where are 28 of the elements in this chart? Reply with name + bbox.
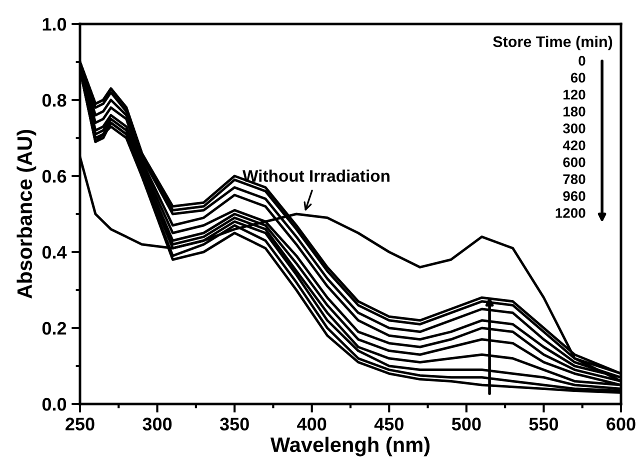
y-tick-label: 0.6 [42,170,66,183]
annotation: Without Irradiation [242,170,390,182]
x-tick-label: 350 [220,418,249,430]
x-tick-label: 500 [452,418,481,430]
y-tick-label: 0.8 [42,94,66,107]
annotation: 1200 [556,208,586,218]
annotation: 300 [562,124,586,134]
x-tick-label: 600 [606,418,636,430]
annotation: 600 [563,157,586,168]
annotation: Store Time (min) [493,36,612,50]
annotation: 0 [578,56,586,66]
y-tick-label: 0.0 [42,398,66,411]
annotation: 60 [570,72,586,83]
y-tick-label: 0.2 [42,322,66,335]
annotation: 780 [563,174,586,184]
x-tick-label: 550 [529,418,558,430]
annotation: 420 [562,140,586,150]
y-tick-label: 1.0 [42,18,66,31]
annotation: 120 [564,90,586,100]
x-tick-label: 400 [297,418,326,430]
x-tick-label: 300 [142,418,172,430]
annotation: 180 [564,106,586,116]
x-tick-label: 250 [66,418,94,430]
x-tick-label: 450 [374,418,404,430]
y-tick-label: 0.4 [42,246,67,259]
y-axis-title: Absorbance (AU) [16,130,36,299]
annotation: 960 [563,191,586,202]
x-axis-title: Wavelengh (nm) [270,436,430,456]
